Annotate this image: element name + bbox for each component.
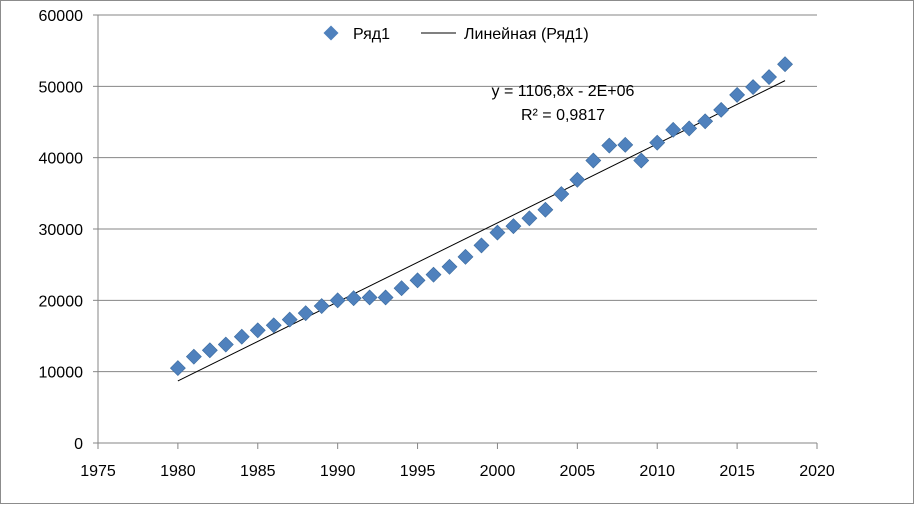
- y-tick-label: 20000: [39, 293, 84, 310]
- data-point: [537, 201, 554, 218]
- x-tick-label: 1975: [80, 463, 116, 480]
- data-point: [473, 237, 490, 254]
- data-point: [569, 171, 586, 188]
- data-point: [425, 266, 442, 283]
- data-point: [649, 134, 666, 151]
- legend-trendline-label: Линейная (Ряд1): [464, 26, 589, 43]
- data-point: [585, 152, 602, 169]
- data-point: [441, 258, 458, 275]
- trendline-annotation: y = 1106,8x - 2E+06 R² = 0,9817: [492, 83, 635, 124]
- data-point: [361, 289, 378, 306]
- data-point: [249, 322, 266, 339]
- data-point: [729, 86, 746, 103]
- x-tick-label: 1990: [320, 463, 356, 480]
- y-tick-label: 50000: [39, 79, 84, 96]
- y-tick-labels: 0 10000 20000 30000 40000 50000 60000: [39, 8, 84, 453]
- axes: [93, 14, 818, 449]
- data-point: [297, 305, 314, 322]
- data-point: [681, 120, 698, 137]
- data-point: [489, 224, 506, 241]
- grid-lines: [98, 14, 817, 373]
- data-point: [217, 336, 234, 353]
- x-tick-label: 2020: [799, 463, 835, 480]
- legend: Ряд1 Линейная (Ряд1): [323, 25, 589, 43]
- data-point: [553, 186, 570, 202]
- data-point: [233, 328, 250, 345]
- data-point: [281, 311, 298, 328]
- x-tick-label: 1980: [160, 463, 196, 480]
- y-tick-label: 40000: [39, 151, 84, 168]
- data-point: [777, 56, 793, 73]
- points-layer: [169, 56, 793, 377]
- data-point: [313, 298, 330, 314]
- data-point: [201, 342, 218, 359]
- data-point: [713, 101, 730, 118]
- data-point: [745, 79, 762, 95]
- x-tick-label: 1985: [240, 463, 276, 480]
- y-tick-label: 10000: [39, 365, 84, 382]
- data-point: [409, 272, 426, 289]
- data-point: [457, 248, 474, 265]
- x-tick-label: 2015: [719, 463, 755, 480]
- x-tick-label: 1995: [400, 463, 436, 480]
- data-point: [329, 292, 346, 309]
- x-tick-label: 2000: [480, 463, 516, 480]
- data-point: [377, 289, 394, 306]
- x-tick-label: 2005: [560, 463, 596, 480]
- legend-series-label: Ряд1: [353, 26, 390, 43]
- data-point: [601, 137, 618, 154]
- legend-marker-series: [323, 25, 339, 41]
- data-point: [633, 152, 650, 169]
- data-point: [617, 136, 634, 153]
- y-tick-label: 30000: [39, 222, 84, 239]
- data-point: [169, 360, 186, 377]
- data-point: [505, 218, 522, 235]
- data-point: [185, 348, 202, 365]
- data-point: [697, 113, 714, 130]
- x-tick-labels: 1975 1980 1985 1990 1995 2000 2005 2010 2015 2020: [80, 463, 835, 480]
- data-point: [761, 69, 777, 85]
- trendline-equation: y = 1106,8x - 2E+06: [492, 83, 635, 100]
- data-point: [393, 280, 410, 297]
- data-point: [345, 290, 362, 307]
- x-tick-label: 2010: [639, 463, 675, 480]
- trendline-r-squared: R² = 0,9817: [521, 107, 605, 124]
- data-point: [265, 317, 282, 334]
- data-point: [665, 121, 682, 138]
- data-point: [521, 210, 538, 227]
- y-tick-label: 60000: [39, 8, 84, 25]
- y-tick-label: 0: [74, 436, 83, 453]
